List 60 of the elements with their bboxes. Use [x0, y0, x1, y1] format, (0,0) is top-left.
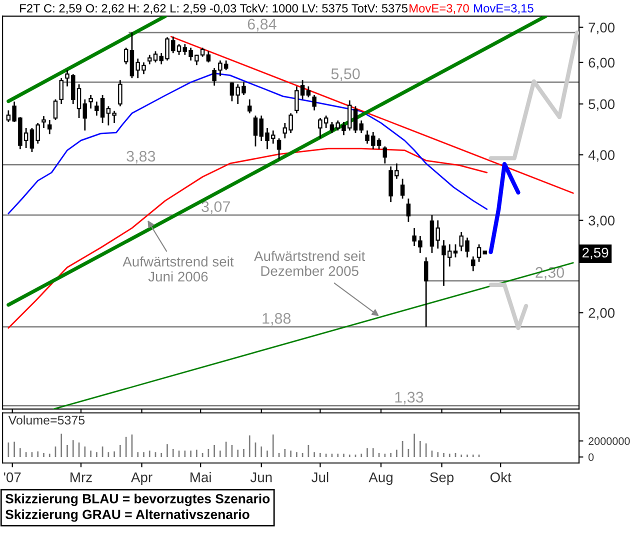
annotation: Aufwärtstrend seit Dezember 2005	[254, 250, 366, 276]
annotation: Aufwärtstrend seit Juni 2006	[122, 256, 234, 282]
ref-line-label: 5,50	[331, 68, 360, 82]
ref-line-label: 1,88	[262, 312, 291, 326]
candlestick	[359, 120, 364, 134]
candlestick	[312, 94, 316, 112]
x-tick-label: Aug	[368, 472, 392, 485]
annotation: 2,59	[582, 248, 608, 260]
candlestick	[153, 50, 158, 64]
y-tick-label: 2000000	[588, 437, 630, 445]
x-tick-label: Okt	[490, 472, 512, 482]
y-tick-label: 0	[588, 453, 594, 462]
candlestick	[47, 119, 52, 135]
candlestick	[206, 50, 211, 64]
x-tick-label: Sep	[430, 472, 454, 485]
chart-title: F2T C: 2,59 O: 2,62 H: 2,62 L: 2,59 -0,03 TckV: 1000 LV: 5375 TotV: 5375	[20, 4, 408, 14]
y-tick-label: 4,00	[588, 150, 615, 162]
candlestick	[353, 106, 358, 134]
candlestick	[406, 198, 411, 223]
ref-line-label: 3,83	[126, 150, 156, 164]
candlestick	[88, 94, 93, 110]
annotation: Volume=5375	[8, 415, 85, 425]
candlestick	[42, 115, 46, 129]
ref-line-label: 6,84	[248, 18, 276, 32]
candlestick	[82, 98, 88, 132]
candlestick	[453, 244, 458, 258]
candlestick	[476, 244, 482, 263]
candlestick	[253, 114, 258, 148]
y-tick-label: 6,00	[588, 58, 615, 70]
candlestick	[382, 146, 388, 164]
y-tick-label: 3,00	[588, 216, 615, 228]
line-series	[488, 30, 580, 160]
ref-line-label: 2,30	[536, 267, 564, 280]
candlestick	[424, 256, 428, 328]
candlestick	[247, 98, 252, 114]
line-series	[8, 148, 488, 329]
candlestick	[118, 79, 122, 107]
text: MovE=3,15	[474, 4, 534, 14]
y-tick-label: 2,00	[588, 308, 615, 320]
x-tick-label: '07	[4, 472, 21, 482]
x-tick-label: Jun	[250, 472, 272, 482]
candlestick	[306, 86, 311, 98]
text: Skizzierung BLAU = bevorzugtes Szenario Skizzierung GRAU = Alternativszenario	[5, 494, 270, 522]
y-tick-label: 7,00	[588, 22, 615, 34]
candlestick	[59, 77, 64, 105]
x-tick-label: Jul	[312, 472, 328, 482]
ref-line-label: 3,07	[202, 201, 230, 214]
candlestick	[276, 138, 282, 160]
candlestick	[124, 47, 128, 66]
x-tick-label: Apr	[130, 472, 152, 485]
ref-line-label: 1,33	[395, 392, 424, 404]
candlestick	[471, 256, 476, 272]
x-tick-label: Mrz	[70, 472, 92, 482]
x-tick-label: Mai	[190, 472, 211, 482]
candlestick	[147, 54, 152, 66]
line-series	[488, 162, 520, 254]
y-tick-label: 5,00	[588, 99, 615, 111]
text: MovE=3,70	[410, 4, 469, 14]
candlestick	[53, 98, 58, 121]
candlestick	[400, 178, 405, 200]
